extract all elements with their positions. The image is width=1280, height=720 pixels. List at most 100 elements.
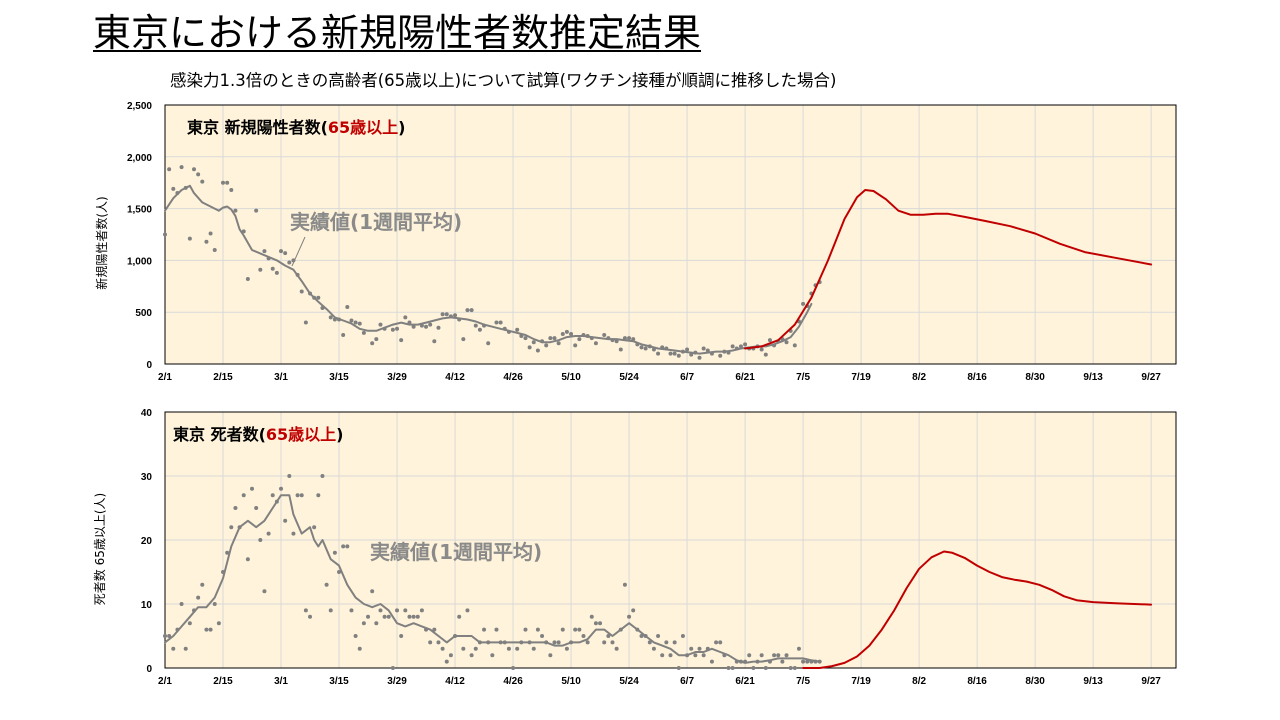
chart1-daily-point [639,345,644,350]
chart2-daily-point [403,608,408,613]
chart2-daily-point [796,646,801,651]
chart1-daily-point [759,347,764,352]
chart2-daily-point [407,614,412,619]
chart2-daily-point [204,627,209,632]
chart2-daily-point [328,608,333,613]
chart2-plot-border [164,411,1177,669]
chart2-daily-point [697,646,702,651]
chart1-x-tick-label: 5/10 [561,372,581,383]
chart2-daily-point [183,646,188,651]
chart1-projection-line [744,189,1153,350]
chart2-daily-point [258,538,263,542]
chart1-daily-point [411,324,416,329]
chart1-daily-point [685,347,690,352]
chart2-daily-point [200,582,205,587]
chart2-daily-point [245,557,250,562]
chart1-daily-point [643,346,648,351]
chart2-daily-point [598,621,603,626]
chart1-daily-point [697,355,702,360]
chart2-title-highlight: 65歳以上 [266,425,336,444]
chart2-projection-line [802,550,1153,669]
chart1-x-tick-label: 3/15 [329,372,349,383]
chart2-daily-point [747,653,752,658]
chart1-daily-point [465,308,470,313]
chart2-daily-point [473,646,478,651]
chart2-daily-point [772,653,777,658]
chart2-daily-point [440,646,445,651]
chart2-daily-point [428,640,433,645]
chart2-daily-point [606,634,611,638]
chart2-daily-point [668,653,673,658]
chart1-daily-point [274,270,279,275]
chart2-daily-point [515,646,520,651]
chart1-daily-point [767,338,772,343]
chart1-daily-point [245,277,250,282]
chart2-daily-point [494,627,499,632]
chart2-daily-point [279,486,284,491]
chart1-daily-point [225,180,230,185]
chart2-daily-point [208,627,213,632]
chart1-daily-point [548,336,553,341]
chart2-daily-point [523,627,528,632]
chart2-daily-point [179,602,184,606]
chart2-daily-point [357,646,362,651]
chart2-daily-point [548,653,553,658]
chart2-daily-point [792,666,797,670]
chart1-daily-point [303,320,308,325]
chart2-daily-point [366,614,371,619]
chart2-x-tick-label: 2/15 [213,676,233,687]
chart2-daily-point [801,659,806,664]
chart1-daily-point [656,351,661,356]
chart2-x-tick-label: 3/1 [274,676,288,687]
chart1-x-tick-label: 6/21 [735,372,755,383]
chart2-x-tick-label: 8/30 [1025,676,1045,687]
chart1-daily-point [556,341,561,346]
chart2-daily-point [656,634,661,638]
chart2-daily-point [187,621,192,626]
chart1-daily-point [436,325,441,330]
chart1-x-tick-label: 2/15 [213,372,233,383]
chart2-daily-point [262,589,267,594]
chart1-daily-point [378,322,383,327]
chart2-daily-point [776,653,781,658]
chart1-daily-point [593,341,598,346]
chart2-daily-point [763,666,768,670]
chart1-daily-point [743,342,748,347]
chart1-daily-point [361,330,366,335]
chart2-daily-point [726,666,731,670]
chart2-y-tick-label: 0 [146,664,152,675]
chart2-daily-point [295,493,300,498]
chart1-daily-point [618,347,623,352]
chart2-daily-point [419,608,424,613]
chart2-title-close: ) [336,425,343,444]
chart1-daily-point [370,341,375,346]
chart1-annotation: 実績値(1週間平均) [290,210,462,234]
chart2-daily-point [320,474,325,478]
chart1-plot-area [165,105,1176,364]
chart1-daily-point [424,324,429,329]
chart2-x-tick-label: 9/13 [1083,676,1103,687]
chart2-daily-point [225,550,230,555]
chart1-x-tick-label: 8/30 [1025,372,1045,383]
chart1-daily-point [527,345,532,350]
chart1-y-tick-label: 1,000 [127,256,152,267]
chart2-x-tick-label: 5/10 [561,676,581,687]
chart2-daily-point [461,646,466,651]
chart2-daily-point [589,614,594,619]
chart2-daily-point [308,614,313,619]
chart1-daily-point [627,336,632,341]
chart2-x-tick-label: 8/2 [912,676,926,687]
chart1-daily-point [801,301,806,306]
chart2-daily-point [701,653,706,658]
chart1-daily-point [453,313,458,318]
chart1-x-tick-label: 7/19 [851,372,871,383]
chart2-title-main: 東京 死者数( [173,425,266,444]
chart1: 2/1 2/15 3/1 3/15 3/29 4/12 4/26 5/10 5/24 6/7 6/2… [94,101,1177,383]
chart2-daily-point [233,506,238,510]
chart1-daily-point [477,327,482,332]
chart1-daily-point [287,260,292,265]
chart2-x-tick-label: 2/1 [158,676,172,687]
chart2-daily-point [283,518,288,523]
chart2-daily-point [386,614,391,619]
chart1-y-axis-label: 新規陽性者数(人) [94,196,109,289]
